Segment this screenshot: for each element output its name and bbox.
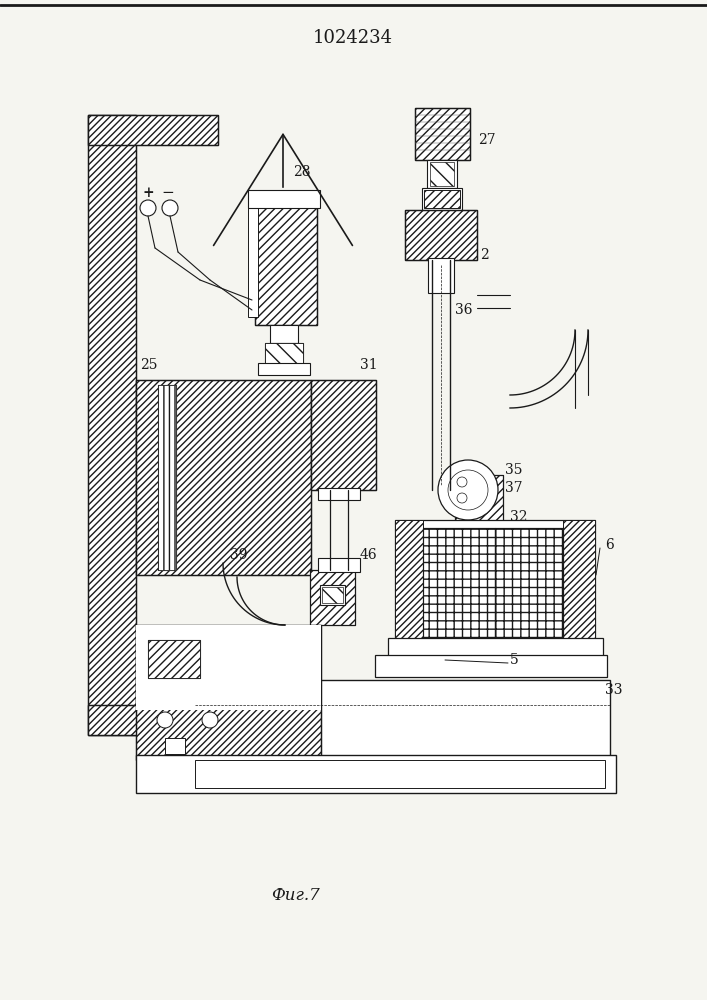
Bar (255, 195, 317, 325)
Bar (248, 190, 320, 208)
Bar (88, 115, 218, 145)
Text: 6: 6 (605, 538, 614, 552)
Bar (136, 380, 311, 575)
Text: 31: 31 (360, 358, 378, 372)
Bar (422, 188, 462, 210)
Text: Фиг.7: Фиг.7 (271, 886, 320, 904)
Bar (136, 440, 156, 455)
Text: 36: 36 (455, 303, 472, 317)
Bar (136, 625, 321, 760)
Bar (195, 760, 605, 788)
Circle shape (162, 200, 178, 216)
Bar (322, 587, 343, 603)
Bar (430, 162, 454, 186)
Bar (563, 520, 595, 645)
Bar (88, 115, 136, 735)
Bar (428, 258, 454, 293)
Bar (427, 160, 457, 188)
Text: 2: 2 (480, 248, 489, 262)
Bar (405, 210, 477, 260)
Circle shape (140, 200, 156, 216)
Text: 25: 25 (140, 358, 158, 372)
Bar (165, 738, 185, 754)
Circle shape (202, 712, 218, 728)
Bar (255, 195, 317, 325)
Bar (310, 570, 355, 625)
Bar (88, 115, 136, 735)
Bar (136, 755, 616, 793)
Bar (136, 625, 321, 710)
Circle shape (157, 712, 173, 728)
Bar (495, 528, 563, 638)
Text: 39: 39 (230, 548, 247, 562)
Bar (375, 655, 607, 677)
Text: −: − (162, 186, 175, 200)
Bar (136, 380, 311, 575)
Bar (395, 520, 423, 645)
Circle shape (438, 460, 498, 520)
Bar (265, 343, 303, 363)
Bar (148, 640, 200, 678)
Text: 27: 27 (478, 133, 496, 147)
Bar (136, 625, 321, 760)
Text: 37: 37 (505, 481, 522, 495)
Bar (311, 380, 376, 490)
Bar (415, 108, 470, 160)
Bar (495, 528, 563, 638)
Bar (248, 205, 258, 317)
Bar (88, 705, 218, 735)
Bar (88, 705, 218, 735)
Bar (318, 488, 360, 500)
Bar (455, 475, 503, 527)
Bar (158, 385, 176, 570)
Text: 33: 33 (605, 683, 622, 697)
Bar (265, 343, 303, 363)
Bar (388, 638, 603, 660)
Text: 46: 46 (360, 548, 378, 562)
Text: +: + (142, 186, 154, 200)
Bar (310, 570, 355, 625)
Text: 32: 32 (510, 510, 527, 524)
Bar (148, 640, 200, 678)
Bar (270, 325, 298, 343)
Bar (320, 585, 345, 605)
Bar (311, 380, 376, 490)
Bar (423, 528, 495, 638)
Text: 28: 28 (293, 165, 310, 179)
Bar (158, 385, 176, 570)
Bar (318, 558, 360, 572)
Bar (195, 680, 610, 760)
Bar (88, 115, 218, 145)
Text: 1024234: 1024234 (313, 29, 393, 47)
Bar (136, 625, 216, 680)
Text: 35: 35 (505, 463, 522, 477)
Text: 5: 5 (510, 653, 519, 667)
Bar (415, 108, 470, 160)
Bar (423, 528, 495, 638)
Bar (455, 475, 503, 527)
Bar (395, 520, 595, 645)
Bar (258, 363, 310, 375)
Bar (424, 190, 460, 208)
Bar (405, 210, 477, 260)
